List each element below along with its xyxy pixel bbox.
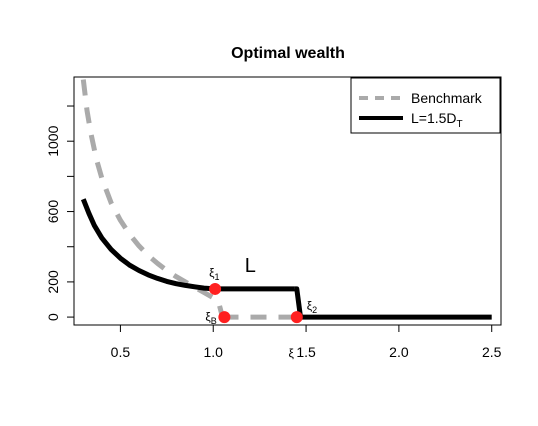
y-tick-label: 0 bbox=[45, 313, 61, 321]
x-tick-label: 0.5 bbox=[111, 344, 131, 360]
legend-label-l-sub: T bbox=[457, 119, 463, 130]
series-line-l-3 bbox=[294, 286, 492, 320]
legend: Benchmark L=1.5DT bbox=[350, 77, 501, 134]
series-line-l-2 bbox=[80, 198, 295, 292]
x-tick-label: 2.5 bbox=[482, 344, 502, 360]
point-xi-2 bbox=[290, 311, 303, 324]
x-tick-label: 1.0 bbox=[204, 344, 224, 360]
annotation-0: L bbox=[245, 255, 256, 277]
annotation-1: ξ bbox=[289, 347, 295, 361]
y-tick-label: 1000 bbox=[45, 125, 61, 156]
series-line-benchmark-0 bbox=[80, 79, 225, 318]
point-label-xi-2: ξ2 bbox=[307, 299, 317, 315]
legend-label-benchmark: Benchmark bbox=[411, 90, 483, 106]
y-axis: 0 200 600 1000 bbox=[45, 105, 75, 321]
points-layer bbox=[209, 282, 303, 324]
chart-title: Optimal wealth bbox=[231, 45, 345, 62]
series-layer bbox=[80, 79, 492, 320]
x-tick-label: 1.5 bbox=[296, 344, 316, 360]
point-xi-B bbox=[218, 311, 231, 324]
point-label-xi-B: ξB bbox=[205, 310, 216, 326]
point-label-xi-1: ξ1 bbox=[209, 266, 219, 282]
legend-label-l: L=1.5DT bbox=[411, 110, 463, 130]
annotation-layer: ξ1 ξB ξ2 Lξ bbox=[205, 255, 317, 360]
y-tick-label: 200 bbox=[45, 270, 61, 294]
x-axis: 0.5 1.0 1.5 2.0 2.5 bbox=[111, 324, 502, 360]
x-tick-label: 2.0 bbox=[389, 344, 409, 360]
y-tick-label: 600 bbox=[45, 200, 61, 224]
point-xi-1 bbox=[209, 282, 222, 295]
legend-box bbox=[350, 77, 501, 134]
